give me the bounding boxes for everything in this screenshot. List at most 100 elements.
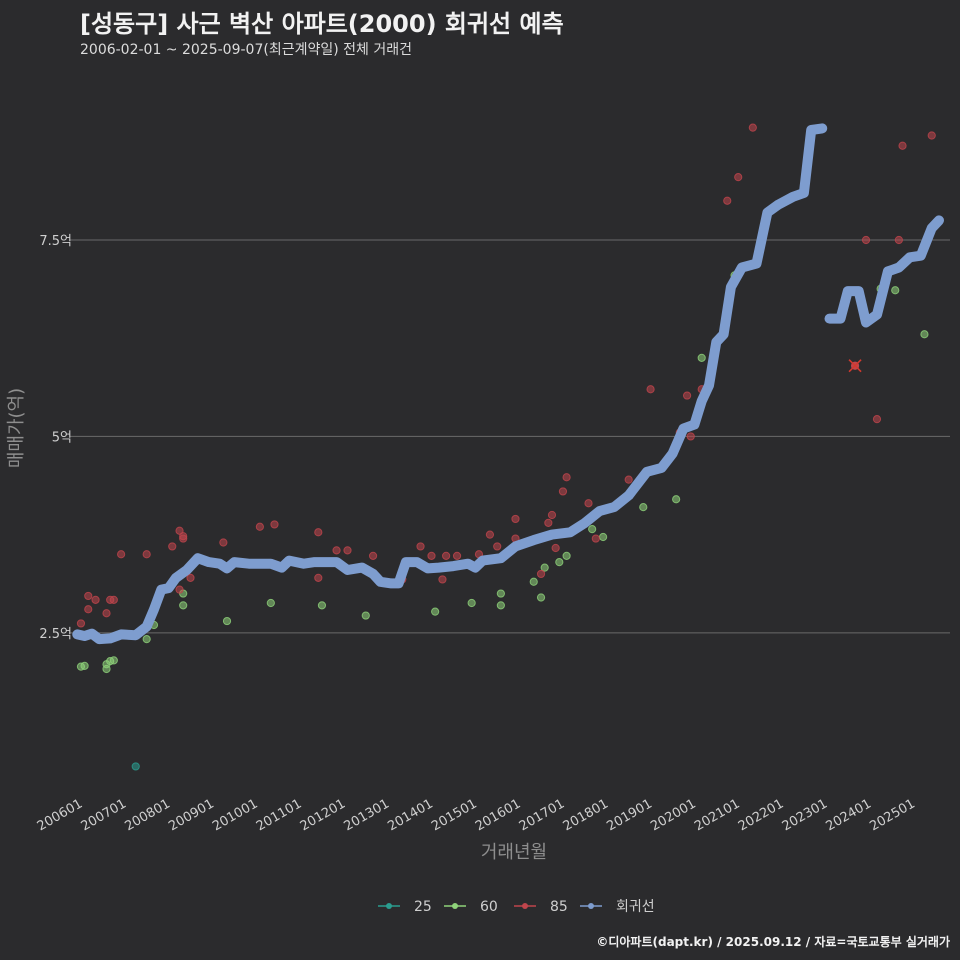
point-60 bbox=[540, 563, 549, 572]
point-85 bbox=[427, 551, 436, 560]
point-85 bbox=[927, 131, 936, 140]
point-85 bbox=[441, 551, 451, 560]
point-85 bbox=[76, 619, 86, 628]
point-85 bbox=[551, 543, 560, 553]
point-85 bbox=[493, 542, 502, 551]
legend-swatch-dot bbox=[588, 903, 594, 909]
legend-label: 25 bbox=[414, 899, 432, 915]
point-60 bbox=[496, 589, 505, 598]
point-85 bbox=[142, 550, 151, 559]
y-tick-label: 2.5억 bbox=[39, 627, 72, 642]
point-60 bbox=[222, 616, 232, 626]
point-60 bbox=[639, 503, 648, 512]
point-60 bbox=[529, 577, 538, 586]
x-tick-label: 201001 bbox=[210, 796, 260, 834]
point-60 bbox=[317, 601, 327, 610]
point-85 bbox=[591, 534, 600, 543]
y-axis-title: 매매가(억) bbox=[6, 388, 27, 468]
point-60 bbox=[588, 525, 597, 534]
point-85 bbox=[485, 530, 495, 539]
point-60 bbox=[467, 598, 476, 608]
point-60 bbox=[431, 607, 440, 616]
point-60 bbox=[920, 330, 929, 339]
legend-label: 회귀선 bbox=[616, 899, 655, 915]
point-60 bbox=[672, 495, 681, 504]
regression-segment bbox=[824, 215, 944, 328]
chart-title: [성동구] 사근 벽산 아파트(2000) 회귀선 예측 bbox=[80, 10, 564, 38]
point-85 bbox=[536, 569, 546, 579]
point-25 bbox=[131, 762, 140, 771]
point-85 bbox=[624, 475, 633, 484]
legend-swatch-dot bbox=[452, 903, 458, 909]
y-tick-label: 7.5억 bbox=[39, 234, 72, 249]
point-60 bbox=[361, 611, 370, 620]
point-85 bbox=[343, 546, 352, 555]
point-85 bbox=[314, 528, 323, 537]
point-85 bbox=[558, 487, 568, 496]
point-85 bbox=[682, 391, 692, 400]
point-85 bbox=[179, 532, 188, 541]
point-85 bbox=[219, 538, 228, 547]
x-tick-label: 202401 bbox=[824, 796, 874, 834]
point-85 bbox=[452, 551, 462, 560]
legend-swatch-dot bbox=[386, 903, 392, 909]
point-60 bbox=[496, 601, 505, 610]
point-85 bbox=[748, 123, 757, 132]
chart-subtitle: 2006-02-01 ~ 2025-09-07(최근계약일) 전체 거래건 bbox=[80, 42, 412, 58]
point-60 bbox=[109, 656, 118, 665]
point-85 bbox=[734, 173, 743, 182]
point-85 bbox=[175, 526, 184, 535]
point-85 bbox=[438, 575, 447, 584]
x-axis-title: 거래년월 bbox=[481, 842, 547, 863]
point-85 bbox=[84, 591, 93, 601]
cancelled-marks bbox=[848, 359, 862, 373]
legend-label: 85 bbox=[550, 899, 568, 915]
point-85 bbox=[723, 196, 732, 205]
cancel-x-icon bbox=[848, 359, 862, 373]
x-tick-label: 202001 bbox=[648, 796, 698, 834]
point-60 bbox=[555, 558, 564, 567]
legend-swatch-dot bbox=[522, 903, 528, 909]
point-85 bbox=[872, 415, 882, 424]
point-85 bbox=[368, 551, 378, 560]
x-tick-label: 202101 bbox=[692, 796, 742, 834]
regression-line bbox=[72, 123, 944, 645]
x-axis-ticks: 2006012007012008012009012010012011012012… bbox=[35, 796, 918, 834]
point-85 bbox=[544, 518, 553, 527]
point-85 bbox=[416, 542, 425, 551]
x-tick-label: 201601 bbox=[473, 796, 523, 834]
point-60 bbox=[536, 593, 546, 602]
legend-label: 60 bbox=[480, 899, 498, 915]
point-85 bbox=[84, 605, 93, 614]
x-tick-label: 201201 bbox=[298, 796, 348, 834]
x-tick-label: 201401 bbox=[385, 796, 435, 834]
point-85 bbox=[646, 385, 655, 394]
x-tick-label: 201701 bbox=[517, 796, 567, 834]
point-85 bbox=[562, 473, 571, 482]
x-tick-label: 200801 bbox=[122, 796, 172, 834]
scatter-points bbox=[76, 123, 936, 771]
point-60 bbox=[266, 598, 275, 608]
point-85 bbox=[511, 514, 520, 524]
point-60 bbox=[179, 601, 188, 610]
x-tick-label: 201801 bbox=[561, 796, 611, 834]
point-85 bbox=[91, 595, 100, 604]
point-85 bbox=[332, 546, 341, 555]
y-tick-label: 5억 bbox=[52, 430, 72, 445]
point-85 bbox=[861, 235, 871, 245]
point-60 bbox=[142, 635, 151, 644]
y-axis-ticks: 2.5억 5억 7.5억 bbox=[39, 234, 72, 642]
x-tick-label: 201301 bbox=[342, 796, 392, 834]
gridlines bbox=[70, 239, 950, 634]
point-85 bbox=[894, 235, 903, 245]
point-85 bbox=[686, 432, 695, 441]
x-tick-label: 200601 bbox=[35, 796, 85, 834]
point-85 bbox=[584, 499, 593, 508]
x-tick-label: 200901 bbox=[166, 796, 216, 834]
point-60 bbox=[697, 353, 706, 362]
point-60 bbox=[891, 286, 900, 295]
x-tick-label: 202301 bbox=[780, 796, 830, 834]
x-tick-label: 202501 bbox=[867, 796, 917, 834]
point-85 bbox=[547, 510, 557, 520]
